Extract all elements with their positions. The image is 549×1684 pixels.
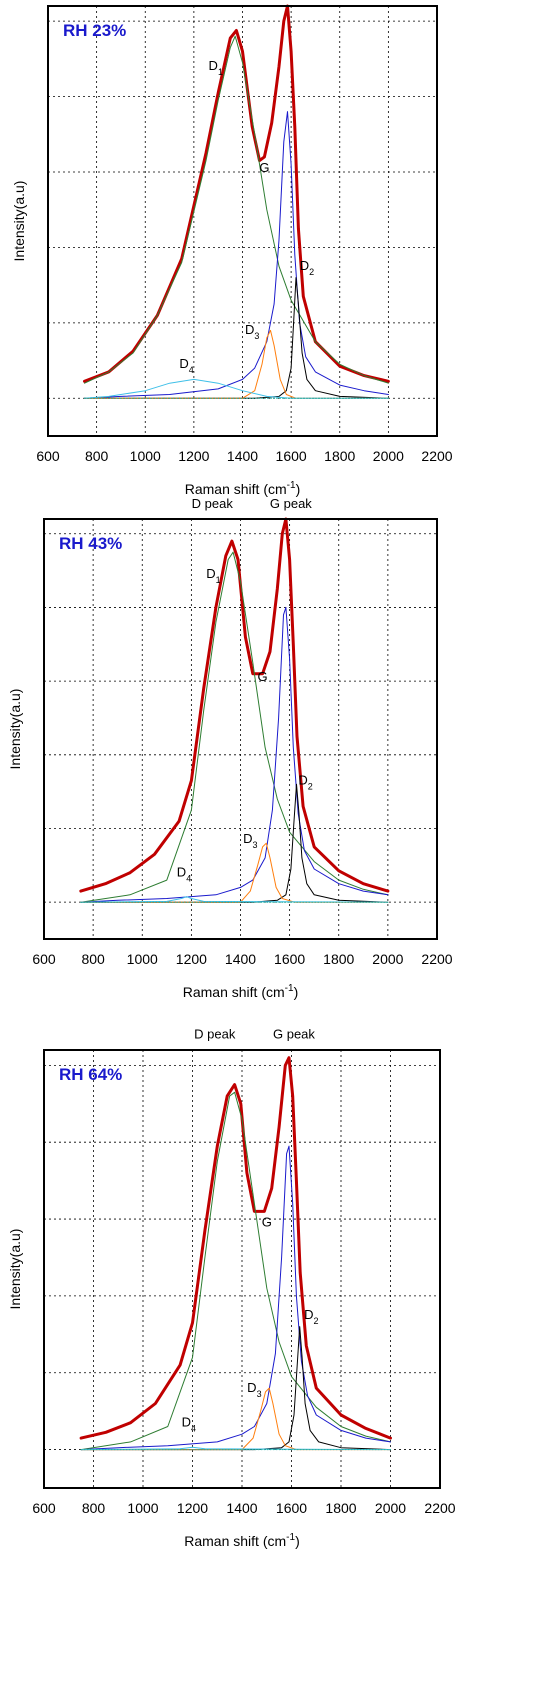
panel-3-annotation: G — [262, 1215, 272, 1230]
panel-1-series-5 — [84, 329, 389, 399]
panel-1-y-axis-label: Intensity(a.u) — [11, 181, 27, 262]
panel-1-x-tick-label: 800 — [85, 448, 109, 464]
panel-2-series-6 — [80, 896, 389, 903]
panel-2-annotation: D peak — [192, 496, 234, 511]
panel-3-x-tick-label: 1000 — [127, 1500, 158, 1516]
panel-3-series-5 — [80, 1387, 391, 1451]
panel-2-annotation: D3 — [243, 831, 257, 850]
panel-1-annotation: D4 — [179, 356, 193, 375]
panel-1-series-6 — [84, 378, 389, 399]
panel-2-x-tick-label: 1600 — [274, 951, 305, 967]
panel-1-x-tick-label: 1000 — [130, 448, 161, 464]
panel-2-x-tick-label: 1400 — [225, 951, 256, 967]
panel-2-x-tick-label: 2200 — [421, 951, 452, 967]
panel-2-x-tick-label: 2000 — [372, 951, 403, 967]
panel-1: 600 800 1000 1200 1400 1600 1800 2000 2200 Raman … — [11, 4, 453, 497]
panel-1-x-tick-label: 1400 — [227, 448, 258, 464]
panel-2-series-2 — [80, 551, 389, 903]
panel-2-x-axis-label: Raman shift (cm-1) — [183, 983, 299, 1000]
panel-2-x-tick-label: 1200 — [176, 951, 207, 967]
panel-1-annotation: G — [259, 160, 269, 175]
panel-2-plot-frame — [43, 518, 438, 940]
panel-1-series-4 — [84, 277, 389, 399]
panel-1-series-1 — [83, 4, 390, 383]
panel-1-annotation: D3 — [245, 322, 259, 341]
panel-2-y-axis-label: Intensity(a.u) — [7, 689, 23, 770]
panel-1-series-3 — [84, 111, 389, 399]
panel-3-annotation: D2 — [304, 1307, 318, 1326]
panel-1-x-tick-label: 1200 — [178, 448, 209, 464]
panel-2-annotation: D1 — [206, 566, 220, 585]
panel-3-series-1 — [79, 1056, 392, 1440]
panel-3-y-axis-label: Intensity(a.u) — [7, 1229, 23, 1310]
panel-2-x-tick-label: 600 — [32, 951, 56, 967]
panel-2: 600 800 1000 1200 1400 1600 1800 2000 2200 Raman … — [7, 496, 453, 1000]
panel-1-x-tick-label: 2000 — [373, 448, 404, 464]
panel-3-plot-frame — [43, 1049, 441, 1489]
panel-3-x-tick-label: 1800 — [325, 1500, 356, 1516]
panel-1-series-2 — [84, 35, 389, 384]
panel-3-x-tick-label: 2200 — [424, 1500, 455, 1516]
panel-1-x-tick-label: 2200 — [421, 448, 452, 464]
panel-3-x-tick-label: 2000 — [375, 1500, 406, 1516]
panel-2-series-5 — [80, 842, 389, 903]
panel-1-annotation: D2 — [300, 258, 314, 277]
panel-3-x-tick-label: 800 — [82, 1500, 106, 1516]
panel-3-annotation: D3 — [247, 1380, 261, 1399]
panel-2-annotation: G peak — [270, 496, 312, 511]
panel-1-plot-frame — [47, 5, 438, 437]
panel-3-x-axis-label: Raman shift (cm-1) — [184, 1532, 300, 1549]
panel-3-series-3 — [80, 1145, 391, 1451]
panel-1-title: RH 23% — [63, 21, 126, 40]
panel-3-x-tick-label: 1600 — [276, 1500, 307, 1516]
panel-2-x-tick-label: 800 — [81, 951, 105, 967]
panel-3-annotation: D4 — [182, 1415, 196, 1434]
panel-1-x-tick-label: 1600 — [276, 448, 307, 464]
panel-2-title: RH 43% — [59, 534, 122, 553]
panel-2-annotation: D4 — [177, 864, 191, 883]
panel-1-x-tick-label: 600 — [36, 448, 60, 464]
panel-2-series-4 — [80, 783, 389, 903]
panel-2-series-3 — [80, 606, 389, 903]
panel-3-series-6 — [80, 1446, 391, 1451]
panel-1-annotation: D1 — [209, 58, 223, 77]
panel-2-x-tick-label: 1800 — [323, 951, 354, 967]
panel-3-x-tick-label: 1200 — [177, 1500, 208, 1516]
panel-2-annotation: D2 — [298, 772, 312, 791]
panel-3: 600 800 1000 1200 1400 1600 1800 2000 2200 Raman … — [7, 1026, 456, 1549]
panel-3-annotation: D peak — [194, 1026, 236, 1041]
panel-3-annotation: G peak — [273, 1026, 315, 1041]
panel-2-annotation: G — [258, 669, 268, 684]
panel-1-x-axis-label: Raman shift (cm-1) — [185, 480, 301, 497]
panel-3-series-4 — [80, 1326, 391, 1451]
panel-2-series-1 — [79, 517, 390, 893]
panel-3-x-tick-label: 600 — [32, 1500, 56, 1516]
panel-2-x-tick-label: 1000 — [127, 951, 158, 967]
panel-1-x-tick-label: 1800 — [324, 448, 355, 464]
panel-3-x-tick-label: 1400 — [226, 1500, 257, 1516]
panel-3-series-2 — [80, 1091, 391, 1451]
panel-3-title: RH 64% — [59, 1065, 122, 1084]
